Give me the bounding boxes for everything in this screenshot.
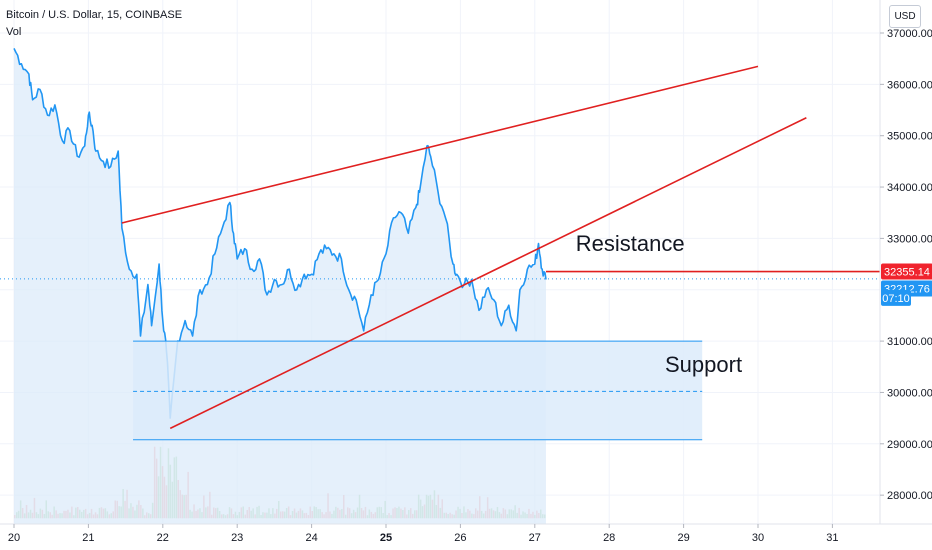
x-tick-label: 30 [752,532,764,544]
annotation-support[interactable]: Support [665,352,742,377]
support-zone-rect[interactable] [133,341,703,440]
x-tick-label: 23 [231,532,243,544]
price-axis[interactable]: 37000.00 36000.00 35000.00 34000.00 33000.00… [879,0,932,550]
y-tick-label: 29000.00 [887,439,932,451]
y-tick-label: 34000.00 [887,182,932,194]
price-label: 07:10 [882,293,910,305]
time-axis-bg [0,524,932,550]
annotations: Resistance Support [576,231,742,377]
x-tick-label: 29 [677,532,689,544]
price-label: 32355.14 [884,267,930,279]
price-series [13,48,547,525]
x-tick-label: 20 [8,532,20,544]
volume-legend: Vol [6,26,22,38]
symbol-title: Bitcoin / U.S. Dollar, 15, COINBASE [6,9,183,21]
trendline-1[interactable] [169,117,807,430]
x-tick-label: 27 [529,532,541,544]
y-tick-label: 31000.00 [887,336,932,348]
x-tick-label: 21 [82,532,94,544]
price-area-fill [14,48,546,525]
y-tick-label: 37000.00 [887,28,932,40]
y-tick-label: 36000.00 [887,79,932,91]
y-tick-label: 33000.00 [887,233,932,245]
y-tick-label: 35000.00 [887,131,932,143]
x-tick-label: 25 [380,532,392,544]
y-tick-label: 30000.00 [887,387,932,399]
price-line [13,48,547,419]
x-tick-label: 31 [826,532,838,544]
x-tick-label: 22 [157,532,169,544]
x-tick-label: 26 [454,532,466,544]
drawing-layer[interactable] [0,65,880,441]
time-axis[interactable]: 20 21 22 23 24 25 26 27 28 29 30 31 [0,523,932,550]
price-label-bg [881,263,932,280]
price-label-bg [881,289,911,306]
x-tick-label: 24 [305,532,317,544]
x-tick-label: 28 [603,532,615,544]
chart-legend: Bitcoin / U.S. Dollar, 15, COINBASE Vol [6,8,182,39]
trendline-0[interactable] [121,65,759,224]
annotation-resistance[interactable]: Resistance [576,231,685,256]
currency-button[interactable]: USD [889,5,921,28]
y-tick-label: 28000.00 [887,490,932,502]
